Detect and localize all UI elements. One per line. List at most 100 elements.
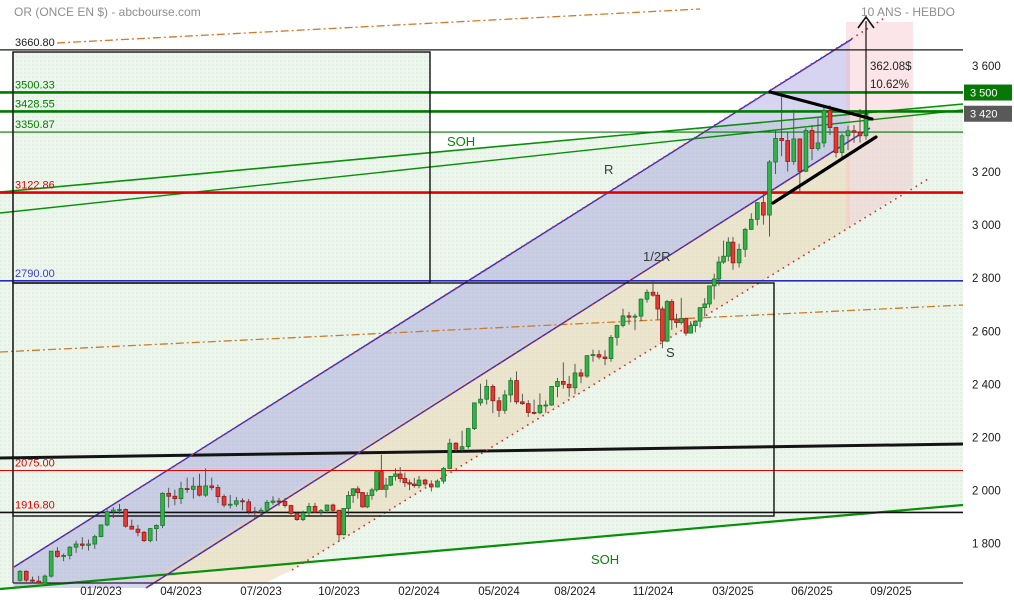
- timeframe-label: 10 ANS - HEBDO: [861, 5, 955, 19]
- candle-down: [379, 471, 384, 490]
- candle-up: [484, 386, 489, 400]
- candle-up: [697, 307, 703, 322]
- candle-up: [318, 510, 324, 513]
- candle-up: [111, 509, 116, 513]
- candle-down: [490, 386, 496, 402]
- resistance-label: R: [604, 162, 613, 177]
- candle-down: [288, 505, 294, 514]
- y-axis-label-3 600: 3 600: [972, 61, 1001, 73]
- x-axis-label-08/2024: 08/2024: [554, 586, 596, 598]
- candle-down: [514, 380, 519, 403]
- candle-down: [561, 380, 566, 385]
- candle-up: [773, 138, 778, 163]
- candle-down: [80, 543, 85, 546]
- channel-S-reddots: [291, 178, 929, 571]
- y-axis-badge-label-3 420: 3 420: [970, 109, 998, 121]
- candle-down: [531, 412, 537, 414]
- level-label-3660.80: 3660.80: [15, 37, 55, 49]
- candle-up: [154, 525, 159, 530]
- orange-dashdot-lower: [0, 304, 964, 353]
- x-axis-label-03/2025: 03/2025: [712, 586, 754, 598]
- candle-up: [543, 404, 549, 407]
- black-trendline: [0, 442, 964, 460]
- candle-up: [702, 303, 708, 309]
- candle-up: [364, 495, 370, 508]
- level-label-3122.86: 3122.86: [15, 180, 55, 192]
- candle-down: [761, 202, 766, 216]
- candle-up: [537, 404, 543, 414]
- candle-down: [129, 525, 135, 530]
- candle-down: [209, 485, 215, 488]
- candle-up: [465, 428, 471, 448]
- pennant-upper-line: [768, 90, 874, 121]
- y-axis-badge-label-3 500: 3 500: [970, 88, 998, 100]
- x-axis-label-05/2024: 05/2024: [478, 586, 520, 598]
- candle-up: [614, 325, 620, 338]
- candle-up: [742, 229, 748, 250]
- candle-up: [435, 480, 440, 488]
- candle-down: [857, 131, 863, 137]
- pennant-pattern: [768, 90, 878, 205]
- candle-down: [833, 127, 839, 153]
- candle-up: [748, 218, 754, 230]
- level-label-3500.33: 3500.33: [15, 79, 55, 91]
- candle-up: [264, 501, 270, 511]
- x-axis-label-06/2025: 06/2025: [791, 586, 833, 598]
- y-axis-label-3 200: 3 200: [972, 167, 1001, 179]
- candle-up: [203, 485, 208, 496]
- x-axis-label-09/2025: 09/2025: [870, 586, 912, 598]
- x-axis-label-01/2023: 01/2023: [80, 586, 122, 598]
- candle-up: [716, 261, 722, 280]
- candle-up: [306, 505, 312, 514]
- candle-up: [227, 503, 233, 506]
- candle-up: [638, 298, 644, 317]
- candle-up: [459, 446, 465, 450]
- soh-fan-line-1: [0, 103, 964, 193]
- candle-down: [429, 483, 434, 488]
- candle-down: [221, 496, 227, 506]
- candle-down: [276, 500, 282, 503]
- candle-up: [549, 386, 554, 406]
- background-zones: [0, 22, 963, 589]
- candle-down: [246, 501, 251, 512]
- candle-up: [383, 484, 389, 490]
- candle-up: [711, 278, 717, 287]
- candle-up: [117, 509, 122, 511]
- candle-down: [411, 483, 417, 487]
- range-boxes: [12, 51, 775, 517]
- candle-down: [785, 140, 790, 162]
- candle-down: [355, 488, 361, 493]
- y-axis-badge-3 420: [964, 105, 1012, 122]
- candle-down: [525, 403, 531, 413]
- channel-half-reddots: [145, 127, 871, 589]
- candle-down: [282, 500, 288, 506]
- candle-down: [650, 291, 656, 296]
- chart-title: OR (ONCE EN $) - abcbourse.com: [14, 5, 201, 19]
- candle-up: [693, 320, 698, 327]
- candle-up: [61, 555, 66, 557]
- candle-down: [36, 580, 41, 584]
- candle-up: [755, 202, 760, 220]
- target-arrow: [857, 15, 875, 118]
- level-label-3428.55: 3428.55: [15, 98, 55, 110]
- candle-down: [626, 315, 632, 318]
- candle-up: [839, 135, 845, 153]
- candle-up: [845, 130, 851, 137]
- candle-up: [736, 248, 742, 264]
- y-axis-label-3 000: 3 000: [972, 220, 1001, 232]
- candle-down: [809, 130, 815, 149]
- candle-down: [30, 579, 35, 582]
- candle-down: [184, 488, 190, 490]
- candle-down: [578, 372, 584, 377]
- candle-down: [422, 479, 428, 485]
- candle-up: [178, 488, 184, 500]
- zone-channel-beige: [146, 140, 850, 583]
- y-axis-label-2 000: 2 000: [972, 485, 1001, 497]
- candle-down: [730, 241, 736, 264]
- candle-up: [608, 336, 614, 359]
- candle-down: [23, 570, 29, 581]
- candle-down: [851, 130, 857, 133]
- candle-up: [86, 543, 91, 546]
- candle-down: [215, 487, 221, 497]
